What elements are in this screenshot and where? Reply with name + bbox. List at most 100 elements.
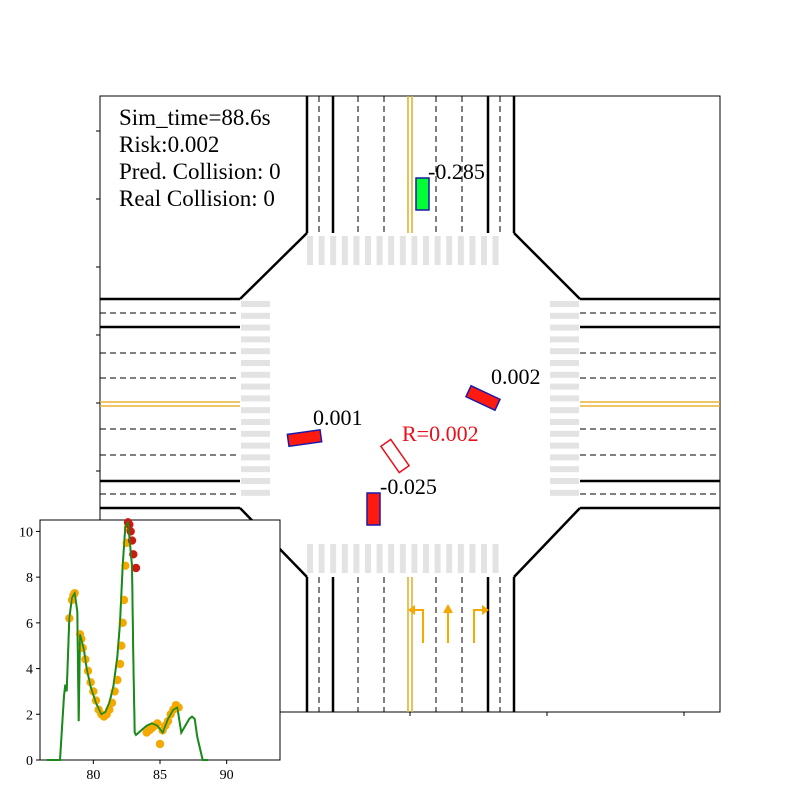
crosswalk-stripe <box>550 324 579 331</box>
crosswalk-stripe <box>241 407 270 414</box>
crosswalk-stripe <box>423 544 429 573</box>
risk-point <box>155 739 165 749</box>
crosswalk-stripe <box>241 430 270 437</box>
crosswalk-stripe <box>330 236 337 265</box>
crosswalk-stripe <box>241 442 270 449</box>
vehicle-south <box>366 492 381 526</box>
crosswalk-stripe <box>241 466 270 473</box>
crosswalk-stripe <box>481 544 487 573</box>
crosswalk-stripe <box>423 236 429 265</box>
risk-point <box>131 563 141 573</box>
crosswalk-stripe <box>550 383 579 390</box>
crosswalk-stripe <box>550 466 579 473</box>
vehicle-west-label: 0.001 <box>313 405 363 430</box>
crosswalk-stripe <box>411 236 418 265</box>
x-tick-label: 80 <box>86 768 100 783</box>
x-tick-label: 90 <box>220 768 234 783</box>
crosswalk-stripe <box>550 419 579 425</box>
crosswalk-stripe <box>376 544 383 573</box>
crosswalk-stripe <box>411 544 418 573</box>
crosswalk-stripe <box>365 544 371 573</box>
crosswalk-stripe <box>241 478 270 484</box>
crosswalk-stripe <box>307 544 313 573</box>
crosswalk-stripe <box>376 236 383 265</box>
crosswalk-stripe <box>434 544 441 573</box>
crosswalk-stripe <box>550 454 579 461</box>
y-tick-label: 2 <box>26 708 33 723</box>
lane-dividers <box>100 96 720 712</box>
risk-text: Risk:0.002 <box>119 132 220 157</box>
crosswalk-stripe <box>241 348 270 355</box>
vehicle-east <box>464 384 502 412</box>
ego-prediction-box <box>379 438 411 474</box>
crosswalk-stripe <box>241 336 270 343</box>
crosswalks <box>241 236 579 573</box>
crosswalk-stripe <box>241 395 270 402</box>
crosswalk-stripe <box>550 312 579 319</box>
crosswalk-stripe <box>241 301 270 307</box>
crosswalk-stripe <box>399 544 406 573</box>
crosswalk-stripe <box>550 301 579 307</box>
crosswalk-stripe <box>446 236 453 265</box>
vehicle-south-label: -0.025 <box>380 474 437 499</box>
crosswalk-stripe <box>388 236 395 265</box>
crosswalk-stripe <box>550 489 579 496</box>
vehicle-east-label: 0.002 <box>491 364 541 389</box>
crosswalk-stripe <box>241 371 270 378</box>
crosswalk-stripe <box>550 478 579 484</box>
crosswalk-stripe <box>550 371 579 378</box>
crosswalk-stripe <box>550 395 579 402</box>
y-tick-label: 6 <box>26 617 33 632</box>
crosswalk-stripe <box>492 544 499 573</box>
risk-point <box>115 659 125 669</box>
crosswalk-stripe <box>457 544 464 573</box>
crosswalk-stripe <box>365 236 371 265</box>
sim-time-text: Sim_time=88.6s <box>119 105 271 130</box>
risk-chart: 80 85 90 0 2 4 6 8 10 <box>19 518 281 783</box>
crosswalk-stripe <box>330 544 337 573</box>
right-turn-arrow-icon <box>473 605 489 643</box>
center-lines <box>100 96 720 712</box>
crosswalk-stripe <box>241 360 270 366</box>
ego-risk-label: R=0.002 <box>402 421 479 446</box>
crosswalk-stripe <box>241 454 270 461</box>
crosswalk-stripe <box>550 407 579 414</box>
crosswalk-stripe <box>341 236 348 265</box>
crosswalk-stripe <box>457 236 464 265</box>
crosswalk-stripe <box>241 312 270 319</box>
y-tick-label: 8 <box>26 571 33 586</box>
crosswalk-stripe <box>492 236 499 265</box>
crosswalk-stripe <box>469 236 476 265</box>
crosswalk-stripe <box>241 489 270 496</box>
y-tick-label: 10 <box>19 525 33 540</box>
real-collision-text: Real Collision: 0 <box>119 186 275 211</box>
axis-ticks <box>96 130 685 716</box>
crosswalk-stripe <box>353 544 360 573</box>
crosswalk-stripe <box>550 442 579 449</box>
crosswalk-stripe <box>241 419 270 425</box>
risk-point <box>174 703 183 712</box>
road-boundaries <box>100 96 720 712</box>
x-tick-label: 85 <box>153 768 167 783</box>
turn-arrows <box>408 604 489 643</box>
crosswalk-stripe <box>550 336 579 343</box>
y-tick-label: 0 <box>26 754 33 769</box>
crosswalk-stripe <box>353 236 360 265</box>
crosswalk-stripe <box>550 360 579 366</box>
crosswalk-stripe <box>469 544 476 573</box>
risk-point <box>117 641 126 650</box>
crosswalk-stripe <box>399 236 406 265</box>
crosswalk-stripe <box>446 544 453 573</box>
left-turn-arrow-icon <box>408 605 424 643</box>
crosswalk-stripe <box>241 324 270 331</box>
risk-scatter-series <box>46 518 208 761</box>
pred-collision-text: Pred. Collision: 0 <box>119 159 281 184</box>
crosswalk-stripe <box>318 544 325 573</box>
crosswalk-stripe <box>481 236 487 265</box>
crosswalk-stripe <box>341 544 348 573</box>
risk-line-overlay <box>46 519 208 761</box>
crosswalk-stripe <box>307 236 313 265</box>
crosswalk-stripe <box>241 383 270 390</box>
vehicle-north <box>415 177 430 211</box>
risk-point <box>126 527 135 536</box>
